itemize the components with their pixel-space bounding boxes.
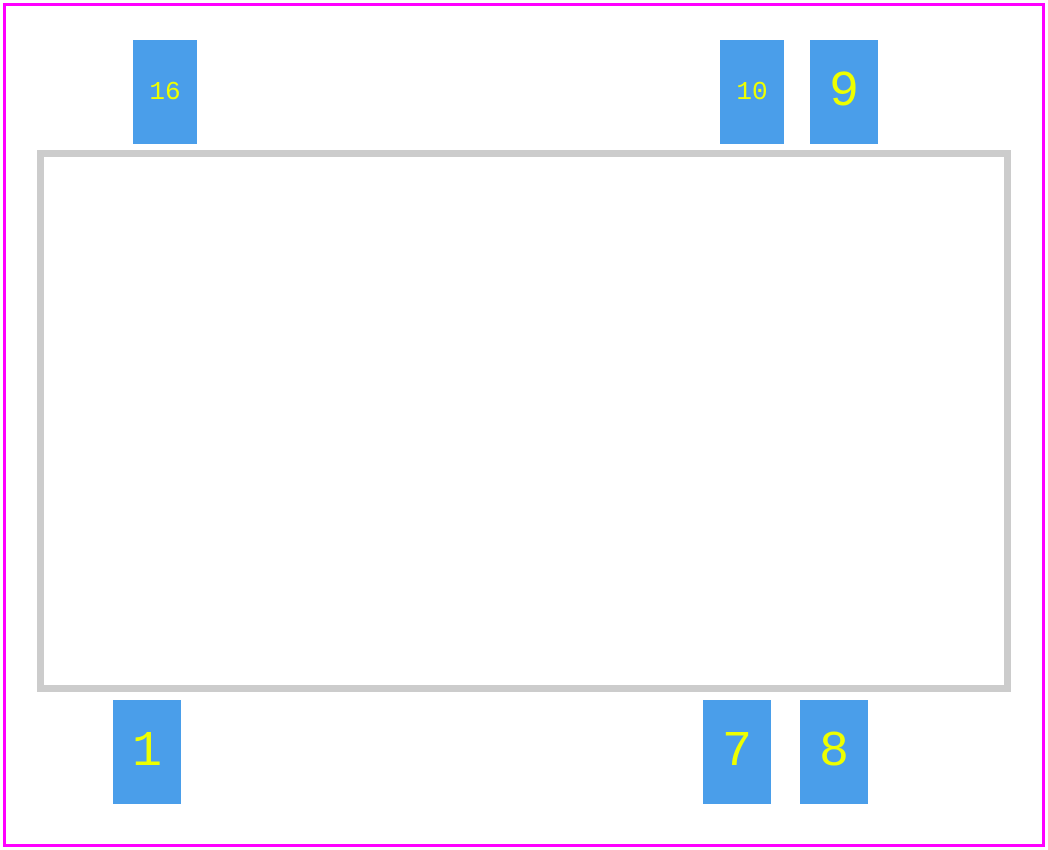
pad-16: 16 (133, 40, 197, 144)
pad-label: 8 (819, 724, 849, 781)
pad-9: 9 (810, 40, 878, 144)
pad-1: 1 (113, 700, 181, 804)
component-body (37, 150, 1011, 692)
pad-label: 10 (736, 77, 767, 107)
pad-10: 10 (720, 40, 784, 144)
pad-label: 16 (149, 77, 180, 107)
pad-label: 9 (829, 64, 859, 121)
pad-7: 7 (703, 700, 771, 804)
pad-8: 8 (800, 700, 868, 804)
pad-label: 7 (722, 724, 752, 781)
pad-label: 1 (132, 724, 162, 781)
